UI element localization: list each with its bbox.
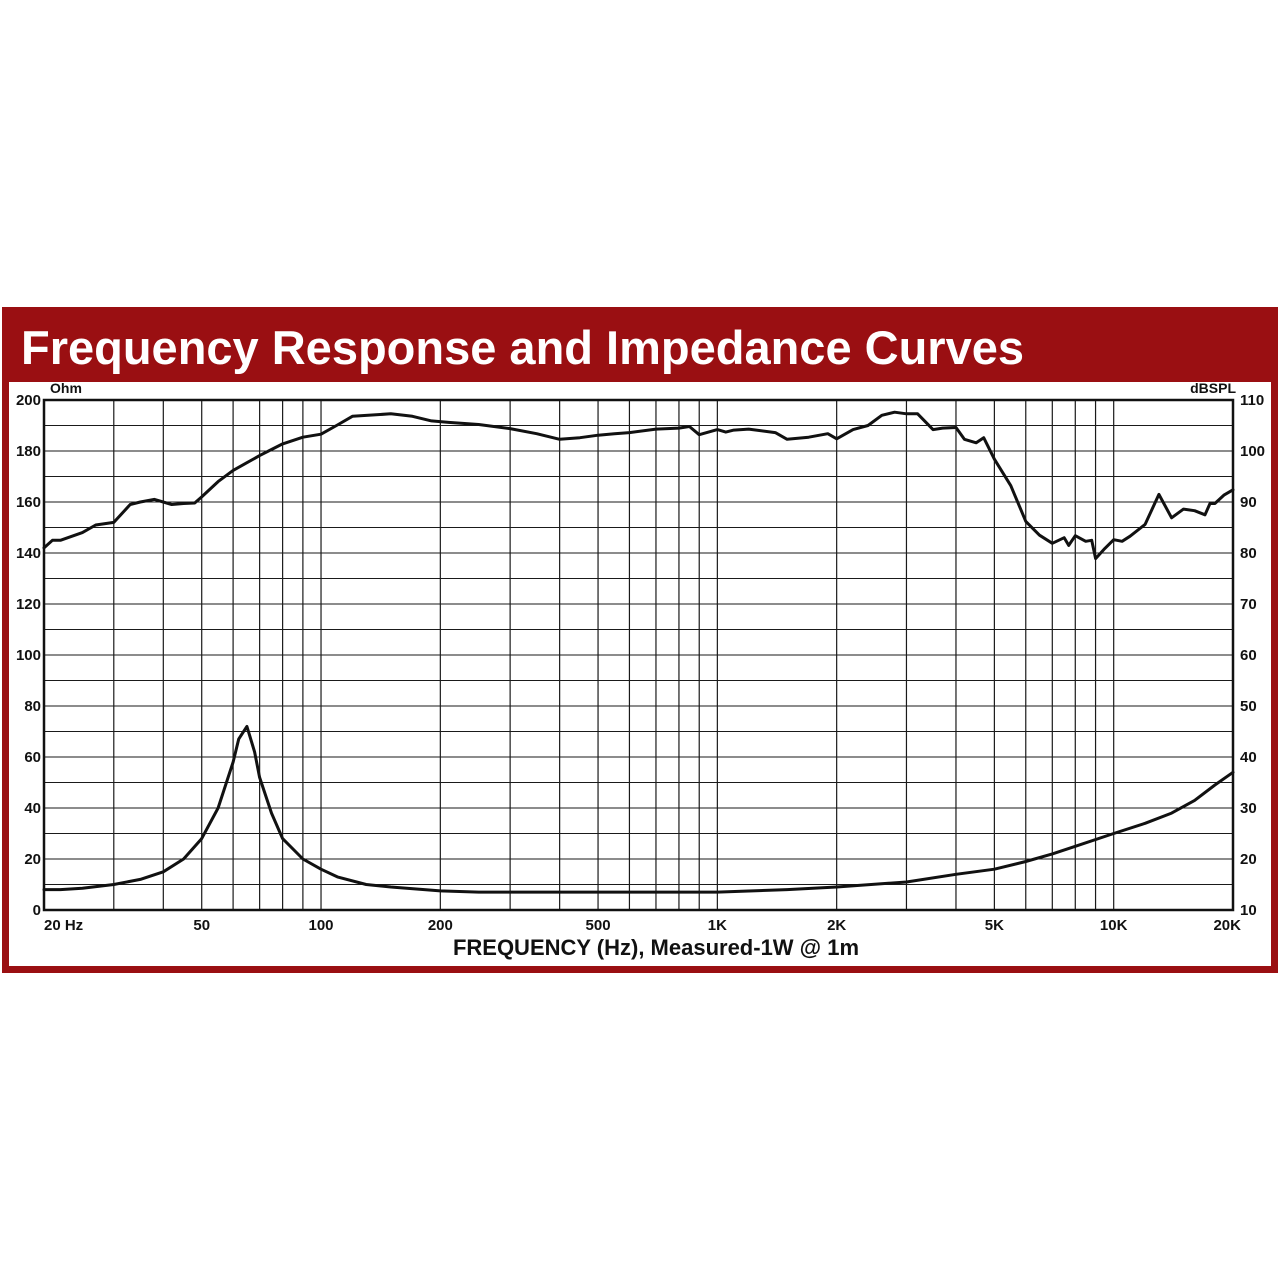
chart-frame: Frequency Response and Impedance Curves xyxy=(2,307,1278,973)
x-tick-label: 20K xyxy=(1213,917,1241,934)
plot-border xyxy=(42,398,1235,912)
y-tick-label-left: 0 xyxy=(33,902,41,919)
y-tick-label-right: 20 xyxy=(1240,851,1257,868)
grid-layer xyxy=(44,400,1233,910)
ticks-layer: 20 Hz 50 100 200 500 1K 2K 5K 10K 20K 0 20 40 60 80 100… xyxy=(16,392,1265,934)
chart-title: Frequency Response and Impedance Curves xyxy=(21,321,1024,374)
y-tick-label-right: 100 xyxy=(1240,443,1265,460)
spl-curve xyxy=(42,410,1235,561)
x-tick-label: 100 xyxy=(309,917,334,934)
y-tick-label-left: 40 xyxy=(24,800,41,817)
y-axis-right-label: dBSPL xyxy=(1190,380,1236,396)
y-tick-label-left: 100 xyxy=(16,647,41,664)
y-tick-label-left: 120 xyxy=(16,596,41,613)
title-bar: Frequency Response and Impedance Curves xyxy=(9,314,1271,382)
y-tick-label-right: 10 xyxy=(1240,902,1257,919)
x-tick-label: 50 xyxy=(193,917,210,934)
series-layer xyxy=(42,410,1235,894)
y-tick-label-right: 110 xyxy=(1240,392,1264,409)
y-tick-label-right: 30 xyxy=(1240,800,1257,817)
impedance-curve xyxy=(42,724,1235,894)
y-tick-label-right: 90 xyxy=(1240,494,1257,511)
y-tick-label-left: 20 xyxy=(24,851,41,868)
x-tick-label: 10K xyxy=(1100,917,1128,934)
x-tick-label: 1K xyxy=(708,917,727,934)
x-tick-label: 200 xyxy=(428,917,453,934)
y-tick-label-left: 60 xyxy=(24,749,41,766)
y-tick-label-left: 200 xyxy=(16,392,41,409)
x-tick-label: 20 Hz xyxy=(44,917,83,934)
y-axis-left-label: Ohm xyxy=(50,380,82,396)
y-tick-label-left: 80 xyxy=(24,698,41,715)
y-tick-label-left: 140 xyxy=(16,545,41,562)
x-tick-label: 2K xyxy=(827,917,846,934)
y-tick-label-right: 70 xyxy=(1240,596,1257,613)
y-tick-label-right: 40 xyxy=(1240,749,1257,766)
y-tick-label-right: 60 xyxy=(1240,647,1257,664)
x-tick-label: 5K xyxy=(985,917,1004,934)
x-axis-label: FREQUENCY (Hz), Measured-1W @ 1m xyxy=(453,935,859,960)
y-tick-label-left: 180 xyxy=(16,443,41,460)
y-tick-label-right: 50 xyxy=(1240,698,1257,715)
y-tick-label-left: 160 xyxy=(16,494,41,511)
x-tick-label: 500 xyxy=(586,917,611,934)
y-tick-label-right: 80 xyxy=(1240,545,1257,562)
